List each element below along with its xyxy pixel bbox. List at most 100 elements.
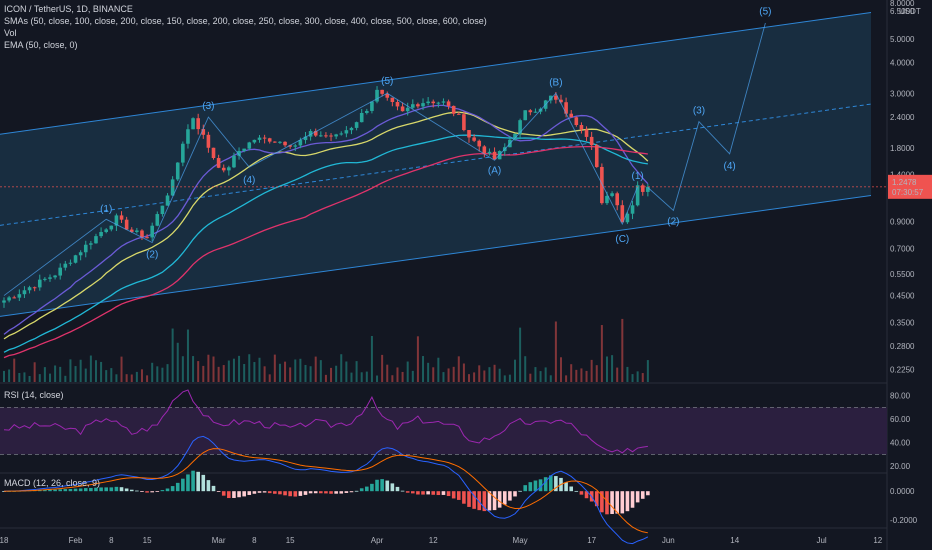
macd-tick-label: 0.0000 — [890, 487, 915, 496]
macd-histogram-bar — [232, 491, 236, 498]
symbol-legend[interactable]: ICON / TetherUS, 1D, BINANCE — [4, 4, 133, 14]
volume-bar — [580, 368, 583, 382]
candle-body — [232, 155, 236, 168]
candle-body — [273, 141, 277, 143]
volume-bar — [84, 368, 87, 382]
macd-histogram-bar — [58, 489, 63, 492]
macd-histogram-bar — [68, 488, 73, 492]
time-tick-label: 14 — [730, 536, 739, 545]
candle-body — [63, 263, 68, 268]
candle-body — [27, 287, 32, 291]
volume-bar — [503, 375, 506, 382]
macd-histogram-bar — [497, 491, 502, 508]
macd-histogram-bar — [94, 487, 98, 492]
wave-label: (1) — [100, 204, 112, 215]
time-tick-label: 8 — [109, 536, 114, 545]
macd-histogram-bar — [610, 491, 614, 515]
volume-bar — [289, 367, 292, 382]
candle-body — [436, 102, 441, 104]
candle-body — [426, 101, 430, 104]
wave-label: (5) — [759, 6, 771, 17]
volume-bar — [595, 365, 598, 382]
price-tick-label: 5.0000 — [890, 35, 915, 44]
candle-body — [344, 130, 349, 134]
candle-body — [237, 150, 241, 156]
macd-histogram-bar — [416, 491, 420, 495]
wave-label: (3) — [202, 101, 214, 112]
wave-count-path — [3, 92, 639, 296]
ema-50-line — [3, 145, 648, 359]
candle-body — [227, 167, 231, 171]
macd-histogram-bar — [303, 491, 308, 495]
volume-bar — [18, 372, 21, 382]
candle-body — [145, 237, 149, 239]
candle-body — [646, 186, 650, 192]
volume-bar — [330, 367, 333, 382]
volume-legend[interactable]: Vol — [4, 28, 17, 38]
macd-histogram-bar — [135, 490, 139, 492]
macd-histogram-bar — [145, 491, 149, 493]
macd-histogram-bar — [436, 491, 441, 496]
volume-bar — [59, 366, 62, 382]
volume-bar — [493, 364, 496, 382]
macd-histogram-bar — [513, 491, 517, 497]
macd-histogram-bar — [339, 491, 344, 494]
candle-body — [2, 300, 6, 303]
candle-body — [319, 135, 323, 137]
time-tick-label: 8 — [252, 536, 257, 545]
volume-bar — [641, 373, 644, 382]
macd-legend[interactable]: MACD (12, 26, close, 9) — [4, 478, 101, 488]
macd-histogram-bar — [365, 486, 369, 492]
candle-body — [17, 294, 22, 298]
candle-body — [288, 145, 292, 147]
sma-legend[interactable]: SMAs (50, close, 100, close, 200, close,… — [4, 16, 487, 26]
macd-histogram-bar — [129, 489, 134, 492]
macd-histogram-bar — [487, 491, 492, 511]
volume-bar — [386, 364, 389, 382]
candle-body — [513, 133, 517, 140]
macd-histogram-bar — [191, 470, 195, 492]
volume-bar — [335, 365, 338, 382]
volume-bar — [171, 328, 174, 382]
volume-bar — [238, 355, 241, 382]
macd-histogram-bar — [216, 491, 221, 492]
price-tick-label: 0.9000 — [890, 218, 915, 227]
volume-bar — [314, 356, 317, 382]
macd-histogram-bar — [124, 488, 129, 492]
macd-histogram-bar — [349, 491, 354, 493]
candle-body — [267, 138, 272, 142]
macd-histogram-bar — [502, 491, 507, 505]
volume-bar — [243, 364, 246, 382]
volume-bar — [646, 360, 649, 382]
macd-histogram-bar — [313, 491, 318, 494]
rsi-legend[interactable]: RSI (14, close) — [4, 390, 64, 400]
candle-body — [564, 102, 568, 114]
macd-histogram-bar — [579, 491, 584, 495]
volume-bar — [621, 318, 624, 382]
candle-body — [73, 255, 78, 263]
macd-histogram-bar — [257, 491, 262, 493]
volume-bar — [125, 374, 128, 382]
volume-bar — [585, 370, 588, 382]
candle-body — [191, 118, 195, 130]
candle-body — [395, 102, 400, 107]
candle-body — [487, 151, 492, 154]
candle-body — [201, 129, 206, 135]
candle-body — [451, 105, 456, 114]
candle-body — [390, 97, 395, 103]
macd-histogram-bar — [181, 478, 185, 492]
volume-bar — [534, 367, 537, 382]
macd-histogram-bar — [385, 480, 390, 492]
macd-histogram-bar — [400, 490, 405, 492]
volume-bar — [611, 355, 614, 382]
candle-body — [175, 162, 180, 180]
volume-bar — [94, 360, 97, 382]
volume-bar — [207, 354, 210, 382]
volume-bar — [258, 357, 261, 382]
macd-histogram-bar — [354, 490, 359, 492]
ema-legend[interactable]: EMA (50, close, 0) — [4, 40, 78, 50]
time-tick-label: 12 — [429, 536, 438, 545]
candle-body — [610, 193, 614, 196]
volume-bar — [319, 360, 322, 382]
